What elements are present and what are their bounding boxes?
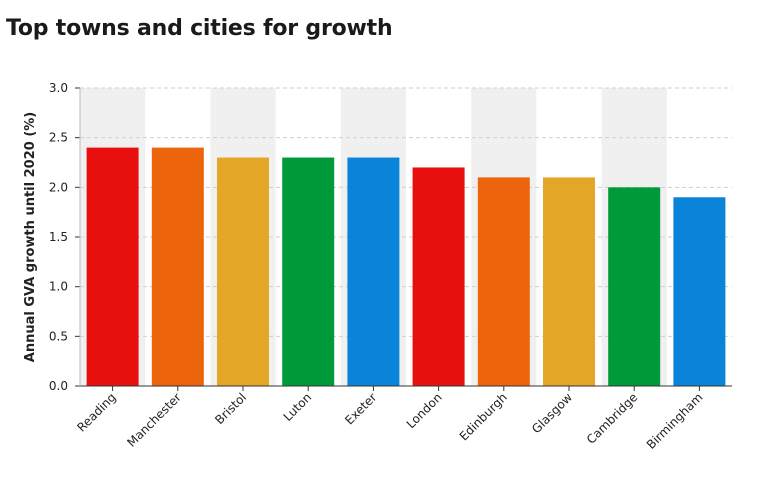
- x-tick-label: Cambridge: [584, 390, 641, 447]
- y-tick-label: 0.5: [49, 329, 68, 343]
- bar[interactable]: [282, 157, 335, 386]
- y-tick-label: 3.0: [49, 81, 68, 95]
- y-tick-label: 2.5: [49, 131, 68, 145]
- x-tick-label: Manchester: [124, 390, 184, 450]
- y-tick-label: 1.5: [49, 230, 68, 244]
- x-tick-label: London: [404, 390, 445, 431]
- bar[interactable]: [151, 147, 204, 386]
- y-tick-label: 1.0: [49, 280, 68, 294]
- x-tick-label: Edinburgh: [457, 390, 510, 443]
- chart-title: Top towns and cities for growth: [6, 16, 393, 41]
- bar[interactable]: [412, 167, 465, 386]
- bar[interactable]: [673, 197, 726, 386]
- y-tick-label: 0.0: [49, 379, 68, 393]
- bar[interactable]: [477, 177, 530, 386]
- y-axis-label: Annual GVA growth until 2020 (%): [23, 112, 38, 362]
- x-tick-label: Birmingham: [644, 390, 706, 452]
- bar[interactable]: [608, 187, 661, 386]
- bar[interactable]: [86, 147, 139, 386]
- x-tick-label: Luton: [281, 390, 315, 424]
- y-tick-label: 2.0: [49, 180, 68, 194]
- x-tick-label: Exeter: [342, 390, 379, 427]
- bar[interactable]: [217, 157, 269, 386]
- y-axis-ticks: 0.0 0.5 1.0 1.5 2.0 2.5 3.0: [49, 81, 80, 393]
- bar[interactable]: [347, 157, 400, 386]
- x-axis-ticks: Reading Manchester Bristol Luton Exeter Londo…: [74, 386, 706, 452]
- x-tick-label: Bristol: [212, 390, 249, 427]
- bars: [86, 147, 726, 386]
- x-tick-label: Reading: [74, 390, 118, 434]
- x-tick-label: Glasgow: [529, 390, 575, 436]
- bar[interactable]: [543, 177, 595, 386]
